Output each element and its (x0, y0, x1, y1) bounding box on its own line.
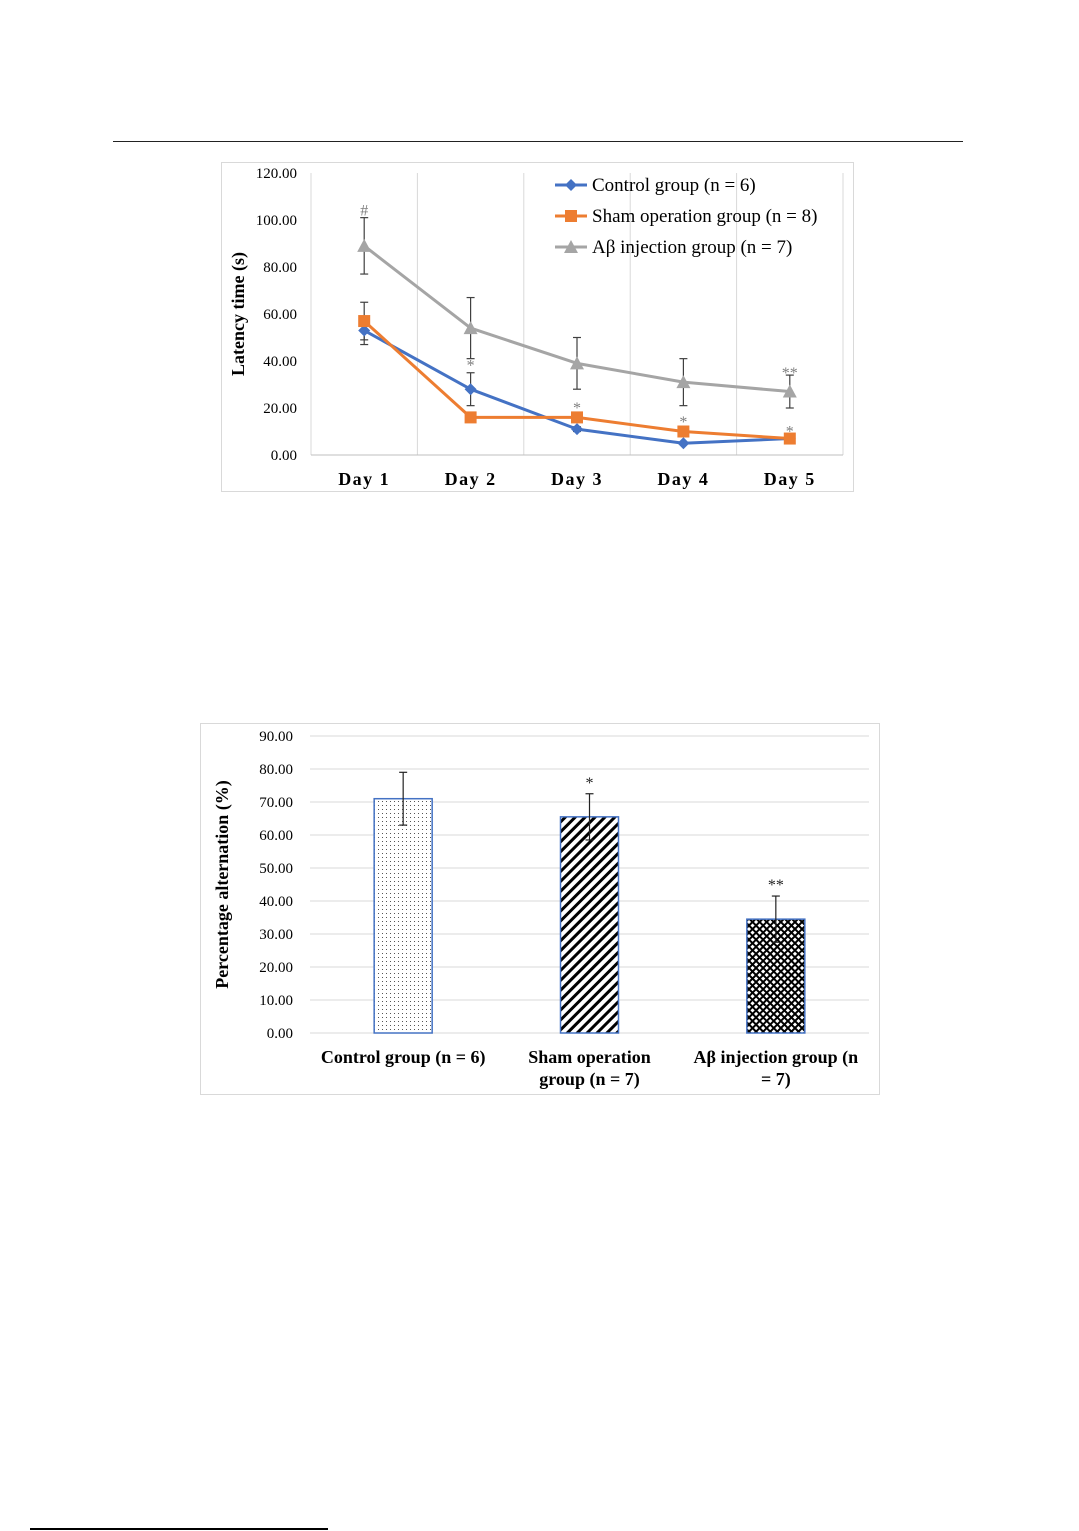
bar (559, 816, 620, 1034)
y-tick-label: 10.00 (259, 993, 293, 1009)
x-tick-label: Day 2 (445, 469, 497, 489)
data-point (676, 375, 691, 389)
y-tick-label: 40.00 (263, 354, 297, 370)
y-tick-label: 70.00 (259, 795, 293, 811)
y-tick-label: 60.00 (263, 307, 297, 323)
latency-chart-svg: 0.00 20.00 40.00 60.00 80.00 100.00 120.00 Day … (228, 166, 844, 489)
data-point (571, 423, 583, 436)
alternation-chart-svg: 0.00 10.00 20.00 30.00 40.00 50.00 60.00 70.00 8… (212, 729, 869, 1090)
x-tick-label: Day 3 (551, 469, 603, 489)
data-point (358, 324, 371, 337)
x-tick-label: group (n = 7) (539, 1069, 639, 1090)
significance-mark: ** (768, 877, 784, 894)
y-tick-label: 50.00 (259, 861, 293, 877)
y-tick-label: 20.00 (259, 960, 293, 976)
page-footer-rule (30, 1528, 328, 1530)
legend-label: Control group (n = 6) (592, 175, 756, 196)
page-header-rule (113, 141, 963, 142)
y-tick-label: 120.00 (256, 166, 297, 182)
y-tick-label: 20.00 (263, 401, 297, 417)
y-tick-label: 100.00 (256, 213, 297, 229)
x-tick-label: Sham operation (528, 1047, 651, 1067)
significance-mark: ** (782, 365, 798, 382)
significance-mark: * (467, 358, 475, 375)
bar (373, 797, 433, 1034)
x-tick-label: = 7) (761, 1069, 791, 1090)
x-tick-label: Day 4 (657, 469, 709, 489)
alternation-bar-chart: 0.00 10.00 20.00 30.00 40.00 50.00 60.00 70.00 8… (200, 723, 880, 1095)
data-point (677, 425, 690, 438)
latency-line-chart: 0.00 20.00 40.00 60.00 80.00 100.00 120.00 Day … (221, 162, 854, 492)
legend-label: Sham operation group (n = 8) (592, 206, 817, 227)
y-tick-label: 80.00 (263, 260, 297, 276)
legend-label: Aβ injection group (n = 7) (592, 237, 792, 258)
data-point (783, 432, 796, 445)
legend-marker (565, 179, 577, 191)
y-tick-label: 30.00 (259, 927, 293, 943)
y-axis-title: Latency time (s) (228, 252, 249, 376)
y-tick-label: 80.00 (259, 762, 293, 778)
y-tick-label: 40.00 (259, 894, 293, 910)
y-axis-title: Percentage alternation (%) (212, 780, 233, 989)
legend-marker (565, 210, 577, 222)
y-tick-label: 0.00 (267, 1026, 293, 1042)
significance-mark: * (573, 400, 581, 417)
significance-mark: # (360, 203, 368, 220)
legend-marker (564, 240, 578, 253)
significance-mark: * (586, 775, 594, 792)
data-point (571, 411, 583, 424)
data-point (463, 321, 478, 335)
data-point (357, 238, 372, 252)
data-point (782, 384, 797, 398)
data-point (464, 411, 477, 424)
y-tick-label: 90.00 (259, 729, 293, 745)
x-tick-label: Control group (n = 6) (321, 1047, 486, 1068)
significance-mark: * (679, 414, 687, 431)
data-point (358, 315, 371, 328)
data-point (464, 383, 477, 396)
significance-mark: * (786, 424, 794, 441)
data-point (677, 437, 690, 450)
data-point (570, 356, 584, 370)
x-tick-label: Day 5 (764, 469, 816, 489)
x-tick-label: Aβ injection group (n (693, 1047, 858, 1068)
y-tick-label: 60.00 (259, 828, 293, 844)
y-tick-label: 0.00 (271, 448, 297, 464)
x-tick-label: Day 1 (338, 469, 390, 489)
